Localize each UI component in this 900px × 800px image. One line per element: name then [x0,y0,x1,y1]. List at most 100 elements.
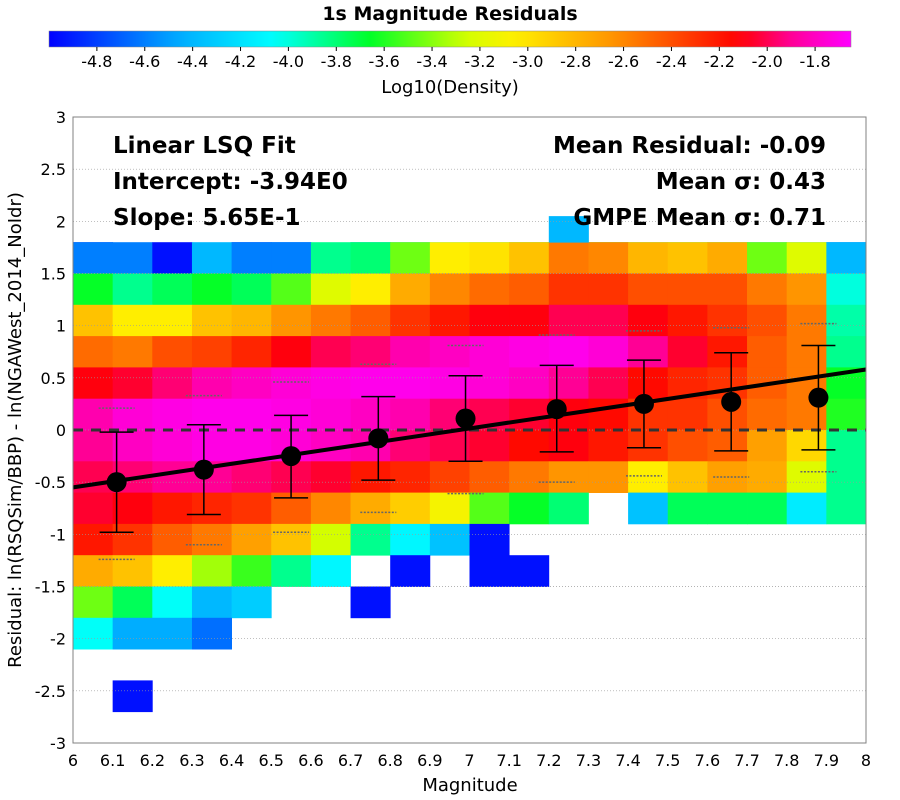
heatmap-cell [509,461,550,493]
heatmap-cell [747,398,788,431]
heatmap-cell [786,304,827,337]
heatmap-cell [271,555,312,587]
heatmap-cell [469,336,510,368]
heatmap-cell [73,336,114,368]
heatmap-cell [152,336,193,368]
heatmap-cell [826,430,867,462]
heatmap-cell [429,304,470,337]
heatmap-cell [231,430,272,462]
heatmap-cell [667,430,708,462]
heatmap-cell [548,336,589,368]
heatmap-cell [667,492,708,525]
heatmap-cell [390,273,431,306]
heatmap-cell [112,617,153,650]
y-axis-label: Residual: ln(RSQSim/BBP) - ln(NGAWest_20… [5,192,26,668]
heatmap-cell [588,242,629,274]
heatmap-cell [152,617,193,650]
heatmap-cell [628,304,669,337]
heatmap-cell [350,336,391,368]
heatmap-cell [786,430,827,462]
mean-point [281,446,302,467]
heatmap-cell [747,430,788,462]
heatmap-cell [628,492,669,525]
heatmap-cell [707,336,748,368]
heatmap-cell [786,492,827,525]
heatmap-cell [588,398,629,431]
heatmap-cell [191,242,232,274]
y-tick-label: -1.5 [35,578,66,597]
heatmap-cell [350,461,391,493]
colorbar-label: Log10(Density) [381,77,519,98]
mean-sigma-text: Mean σ: 0.43 [656,169,826,195]
heatmap-cell [588,304,629,337]
heatmap-cell [73,367,114,400]
heatmap-cell [548,242,589,274]
heatmap-cell [707,273,748,306]
heatmap-cell [429,242,470,274]
x-tick-label: 6.6 [298,751,323,770]
heatmap-cell [231,555,272,587]
heatmap-cell [271,336,312,368]
heatmap-cell [390,523,431,556]
heatmap-cell [707,430,748,462]
colorbar-tick-label: -4.4 [177,52,208,71]
heatmap-cell [509,242,550,274]
heatmap-cell [191,273,232,306]
heatmap-cell [390,304,431,337]
heatmap-cell [231,304,272,337]
heatmap-cell [390,555,431,587]
y-tick-label: 0.5 [41,369,66,388]
colorbar-tick-label: -3.8 [321,52,352,71]
colorbar-tick-label: -2.4 [656,52,687,71]
heatmap-cell [152,304,193,337]
heatmap-cell [667,273,708,306]
heatmap-cell [191,555,232,587]
x-tick-label: 7.7 [734,751,759,770]
heatmap-cell [73,523,114,556]
heatmap-cell [310,367,351,400]
colorbar-tick-label: -2.0 [752,52,783,71]
mean-point [106,472,127,493]
heatmap-cell [310,336,351,368]
heatmap-cell [73,398,114,431]
heatmap-cell [588,367,629,400]
y-tick-label: 2 [56,212,66,231]
heatmap-cell [231,367,272,400]
heatmap-cell [509,367,550,400]
x-tick-label: 6.5 [259,751,284,770]
x-tick-label: 8 [861,751,871,770]
heatmap-cell [191,336,232,368]
colorbar-tick-label: -2.2 [704,52,735,71]
mean-point [546,399,567,420]
colorbar-tick-label: -3.0 [512,52,543,71]
colorbar-tick-label: -4.8 [81,52,112,71]
x-tick-label: 6.9 [417,751,442,770]
heatmap-cell [548,304,589,337]
heatmap-cell [826,336,867,368]
heatmap-cell [548,430,589,462]
colorbar-tick-label: -2.6 [608,52,639,71]
intercept-text: Intercept: -3.94E0 [113,169,348,195]
x-axis-label: Magnitude [422,775,517,796]
heatmap-cell [112,336,153,368]
heatmap-cell [628,273,669,306]
heatmap-cell [191,617,232,650]
colorbar-tick-label: -4.0 [273,52,304,71]
heatmap-cell [231,492,272,525]
heatmap-cell [509,492,550,525]
colorbar-bar [48,30,852,48]
x-tick-label: 6.1 [100,751,125,770]
x-tick-label: 7.9 [814,751,839,770]
heatmap-cell [588,461,629,493]
heatmap-cell [191,304,232,337]
y-tick-label: 1.5 [41,265,66,284]
plot-frame [72,116,867,744]
x-tick-label: 7.1 [496,751,521,770]
heatmap-cell [628,461,669,493]
heatmap-cell [152,523,193,556]
heatmap-cell [747,461,788,493]
heatmap-cell [350,492,391,525]
mean-point [721,391,742,412]
heatmap-cell [390,336,431,368]
heatmap-cell [191,492,232,525]
